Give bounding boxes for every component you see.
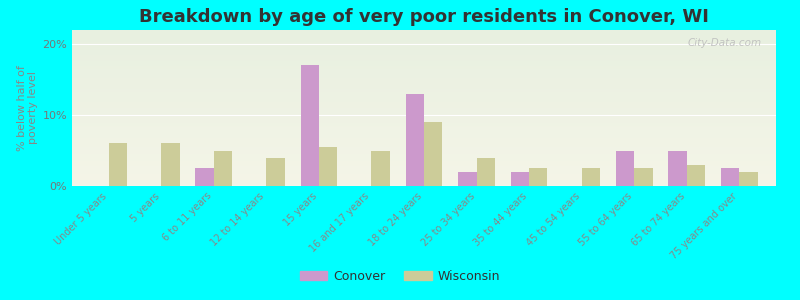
Bar: [634, 168, 653, 186]
Bar: [721, 168, 739, 186]
Bar: [371, 151, 390, 186]
Bar: [214, 151, 232, 186]
Bar: [319, 147, 338, 186]
Title: Breakdown by age of very poor residents in Conover, WI: Breakdown by age of very poor residents …: [139, 8, 709, 26]
Bar: [301, 65, 319, 186]
Bar: [266, 158, 285, 186]
Legend: Conover, Wisconsin: Conover, Wisconsin: [294, 265, 506, 288]
Bar: [686, 165, 705, 186]
Y-axis label: % below half of
poverty level: % below half of poverty level: [17, 65, 38, 151]
Bar: [458, 172, 477, 186]
Bar: [477, 158, 495, 186]
Bar: [162, 143, 180, 186]
Bar: [195, 168, 214, 186]
Bar: [582, 168, 600, 186]
Text: City-Data.com: City-Data.com: [688, 38, 762, 48]
Bar: [109, 143, 127, 186]
Bar: [424, 122, 442, 186]
Bar: [510, 172, 529, 186]
Bar: [616, 151, 634, 186]
Bar: [739, 172, 758, 186]
Bar: [529, 168, 547, 186]
Bar: [406, 94, 424, 186]
Bar: [668, 151, 686, 186]
